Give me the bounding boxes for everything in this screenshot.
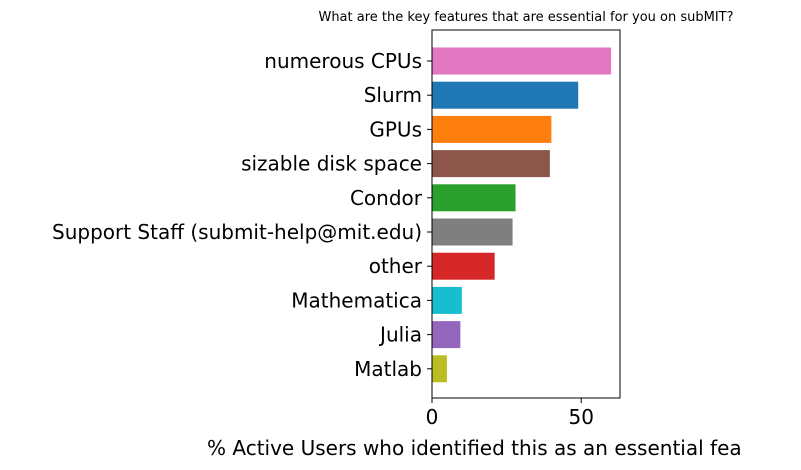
bar-other <box>432 252 495 280</box>
category-label: Julia <box>378 323 422 347</box>
bar-slurm <box>432 81 579 109</box>
bar-condor <box>432 184 516 212</box>
x-axis-ticks: 0 50 <box>426 398 594 429</box>
category-label: other <box>369 254 423 278</box>
x-tick-label: 0 <box>426 405 439 429</box>
category-label: Support Staff (submit-help@mit.edu) <box>52 220 422 244</box>
bar-julia <box>432 321 461 349</box>
category-label: Mathematica <box>291 288 422 312</box>
x-tick-label: 50 <box>568 405 593 429</box>
bar-gpus <box>432 115 552 143</box>
bar-sizable-disk-space <box>432 150 550 178</box>
category-label: GPUs <box>369 117 422 141</box>
bar-support-staff-submit-help-mit-edu <box>432 218 513 246</box>
bar-numerous-cpus <box>432 47 612 75</box>
bar-mathematica <box>432 286 462 314</box>
chart-title: What are the key features that are essen… <box>318 10 733 25</box>
category-label: Matlab <box>354 357 422 381</box>
category-labels: numerous CPUs Slurm GPUs sizable disk space… <box>52 49 432 381</box>
bars-group <box>432 47 612 383</box>
category-label: numerous CPUs <box>264 49 422 73</box>
plot-frame <box>431 29 621 399</box>
bar-matlab <box>432 355 447 383</box>
category-label: Condor <box>350 186 423 210</box>
x-axis-label: % Active Users who identified this as an… <box>207 436 742 460</box>
category-label: Slurm <box>364 83 422 107</box>
category-label: sizable disk space <box>241 152 422 176</box>
